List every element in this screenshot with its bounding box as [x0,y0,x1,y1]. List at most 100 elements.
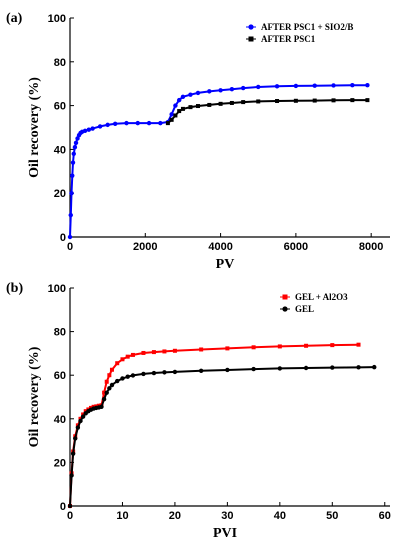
chart-panel-0: (a) 0 20 40 60 80 100 0 2000 4000 6000 8000 PV Oil re… [6,11,390,272]
series-line [69,84,368,238]
data-point [73,436,78,441]
data-point [225,346,230,351]
data-point [188,92,193,97]
data-point [109,382,115,388]
legend-marker [248,24,254,30]
data-point [229,86,235,92]
legend-marker [282,294,288,300]
data-point [70,451,76,456]
data-point [102,390,107,395]
x-tick-label: 10 [116,510,128,522]
data-point [99,404,104,410]
data-point [277,344,282,349]
data-point [90,126,95,131]
data-point [218,88,223,93]
data-point [218,101,223,106]
data-point [130,373,136,378]
data-point [256,99,261,104]
data-point [330,343,335,348]
x-tick-label: 2000 [133,241,157,253]
y-tick-label: 40 [54,144,66,156]
legend-label: AFTER PSC1 + SIO2/B [261,22,353,32]
x-tick-label: 60 [379,510,391,522]
data-point [70,173,75,178]
legend-label: GEL + Al2O3 [295,292,348,302]
panel-label: (b) [6,281,23,296]
x-tick-label: 50 [326,510,338,522]
data-point [188,105,193,110]
x-tick-label: 30 [221,510,233,522]
legend-marker [248,36,254,42]
y-axis-title: Oil recovery (%) [27,346,42,447]
y-tick-label: 80 [54,57,66,69]
series-line [69,366,375,507]
y-tick-label: 60 [54,101,66,113]
x-tick-label: 8000 [359,241,383,253]
data-point [350,83,355,88]
legend-label: GEL [295,304,314,314]
data-point [365,83,370,88]
data-point [107,386,112,391]
data-point [207,102,212,107]
data-point [141,371,146,377]
data-point [172,348,177,353]
data-point [82,128,88,133]
data-point [372,364,377,370]
data-point [120,376,125,381]
data-point [229,100,234,105]
y-tick-label: 0 [60,501,66,513]
data-point [105,122,110,128]
x-axis-title: PV [216,257,235,272]
data-point [241,100,246,105]
data-point [303,365,309,371]
data-point [70,160,76,165]
data-point [104,379,109,384]
data-point [78,418,83,424]
data-point [356,365,361,370]
y-tick-label: 100 [48,13,66,25]
data-point [125,354,130,359]
data-point [115,378,120,384]
data-point [277,366,283,371]
data-point [69,191,74,196]
data-point [162,349,167,354]
series-1-1 [67,364,377,509]
data-point [199,347,204,352]
data-point [198,368,204,374]
data-point [101,396,107,402]
data-point [146,120,152,126]
data-point [72,145,78,150]
data-point [293,83,299,89]
data-point [256,84,261,90]
y-axis-title: Oil recovery (%) [27,77,42,178]
data-point [165,121,170,126]
data-point [225,367,230,373]
x-tick-label: 6000 [284,241,308,253]
series-0-0 [67,83,370,240]
data-point [304,343,309,348]
data-point [251,345,256,350]
data-point [251,366,256,372]
data-point [196,104,200,109]
data-point [195,90,201,96]
data-point [86,127,92,132]
x-tick-label: 20 [169,510,181,522]
data-point [115,361,120,366]
data-point [71,151,76,156]
data-point [180,106,185,111]
data-point [124,120,129,126]
series-0-1 [165,98,370,126]
data-point [169,117,174,122]
data-point [158,120,163,126]
data-point [173,103,178,108]
y-tick-label: 60 [54,370,66,382]
data-point [73,140,79,146]
series-line [167,99,368,124]
panel-label: (a) [6,11,23,26]
data-point [141,350,146,355]
data-point [176,97,182,103]
data-point [356,342,361,347]
y-tick-label: 20 [54,457,66,469]
data-point [180,94,186,100]
y-tick-label: 0 [60,232,66,244]
